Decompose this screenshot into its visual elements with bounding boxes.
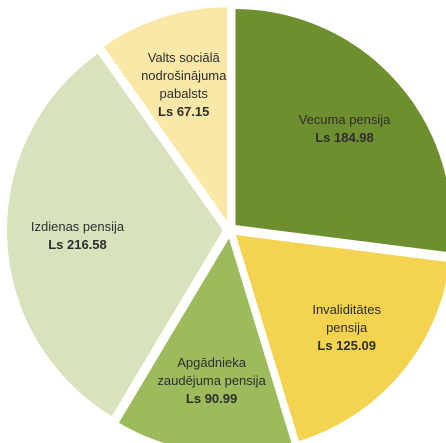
value-label: Ls 125.09 xyxy=(317,338,376,354)
pie-slice xyxy=(5,50,226,419)
value-label: Ls 216.58 xyxy=(48,236,107,252)
pie-slice xyxy=(116,233,294,443)
value-label: Ls 90.99 xyxy=(185,391,238,407)
slice-label: Vecuma pensija Ls 184.98 xyxy=(289,111,401,147)
category-label: Vecuma pensija xyxy=(298,112,391,128)
category-label: Apgādnieka zaudējuma pensija xyxy=(157,355,266,389)
pie-slice xyxy=(233,232,446,443)
pie-slice xyxy=(233,7,446,254)
category-label: Invaliditātes pensija xyxy=(312,302,381,336)
slice-label: Invaliditātes pensija Ls 125.09 xyxy=(291,301,403,355)
slice-label: Apgādnieka zaudējuma pensija Ls 90.99 xyxy=(156,354,268,408)
category-label: Valts sociālā nodrošinājuma pabalsts xyxy=(141,49,227,101)
category-label: Izdienas pensija xyxy=(30,218,125,234)
value-label: Ls 184.98 xyxy=(315,130,374,146)
value-label: Ls 67.15 xyxy=(158,103,210,119)
pie-slice xyxy=(100,5,230,228)
slice-label: Izdienas pensija Ls 216.58 xyxy=(22,218,134,254)
slice-label: Valts sociālā nodrošinājuma pabalsts Ls 6… xyxy=(128,49,240,121)
